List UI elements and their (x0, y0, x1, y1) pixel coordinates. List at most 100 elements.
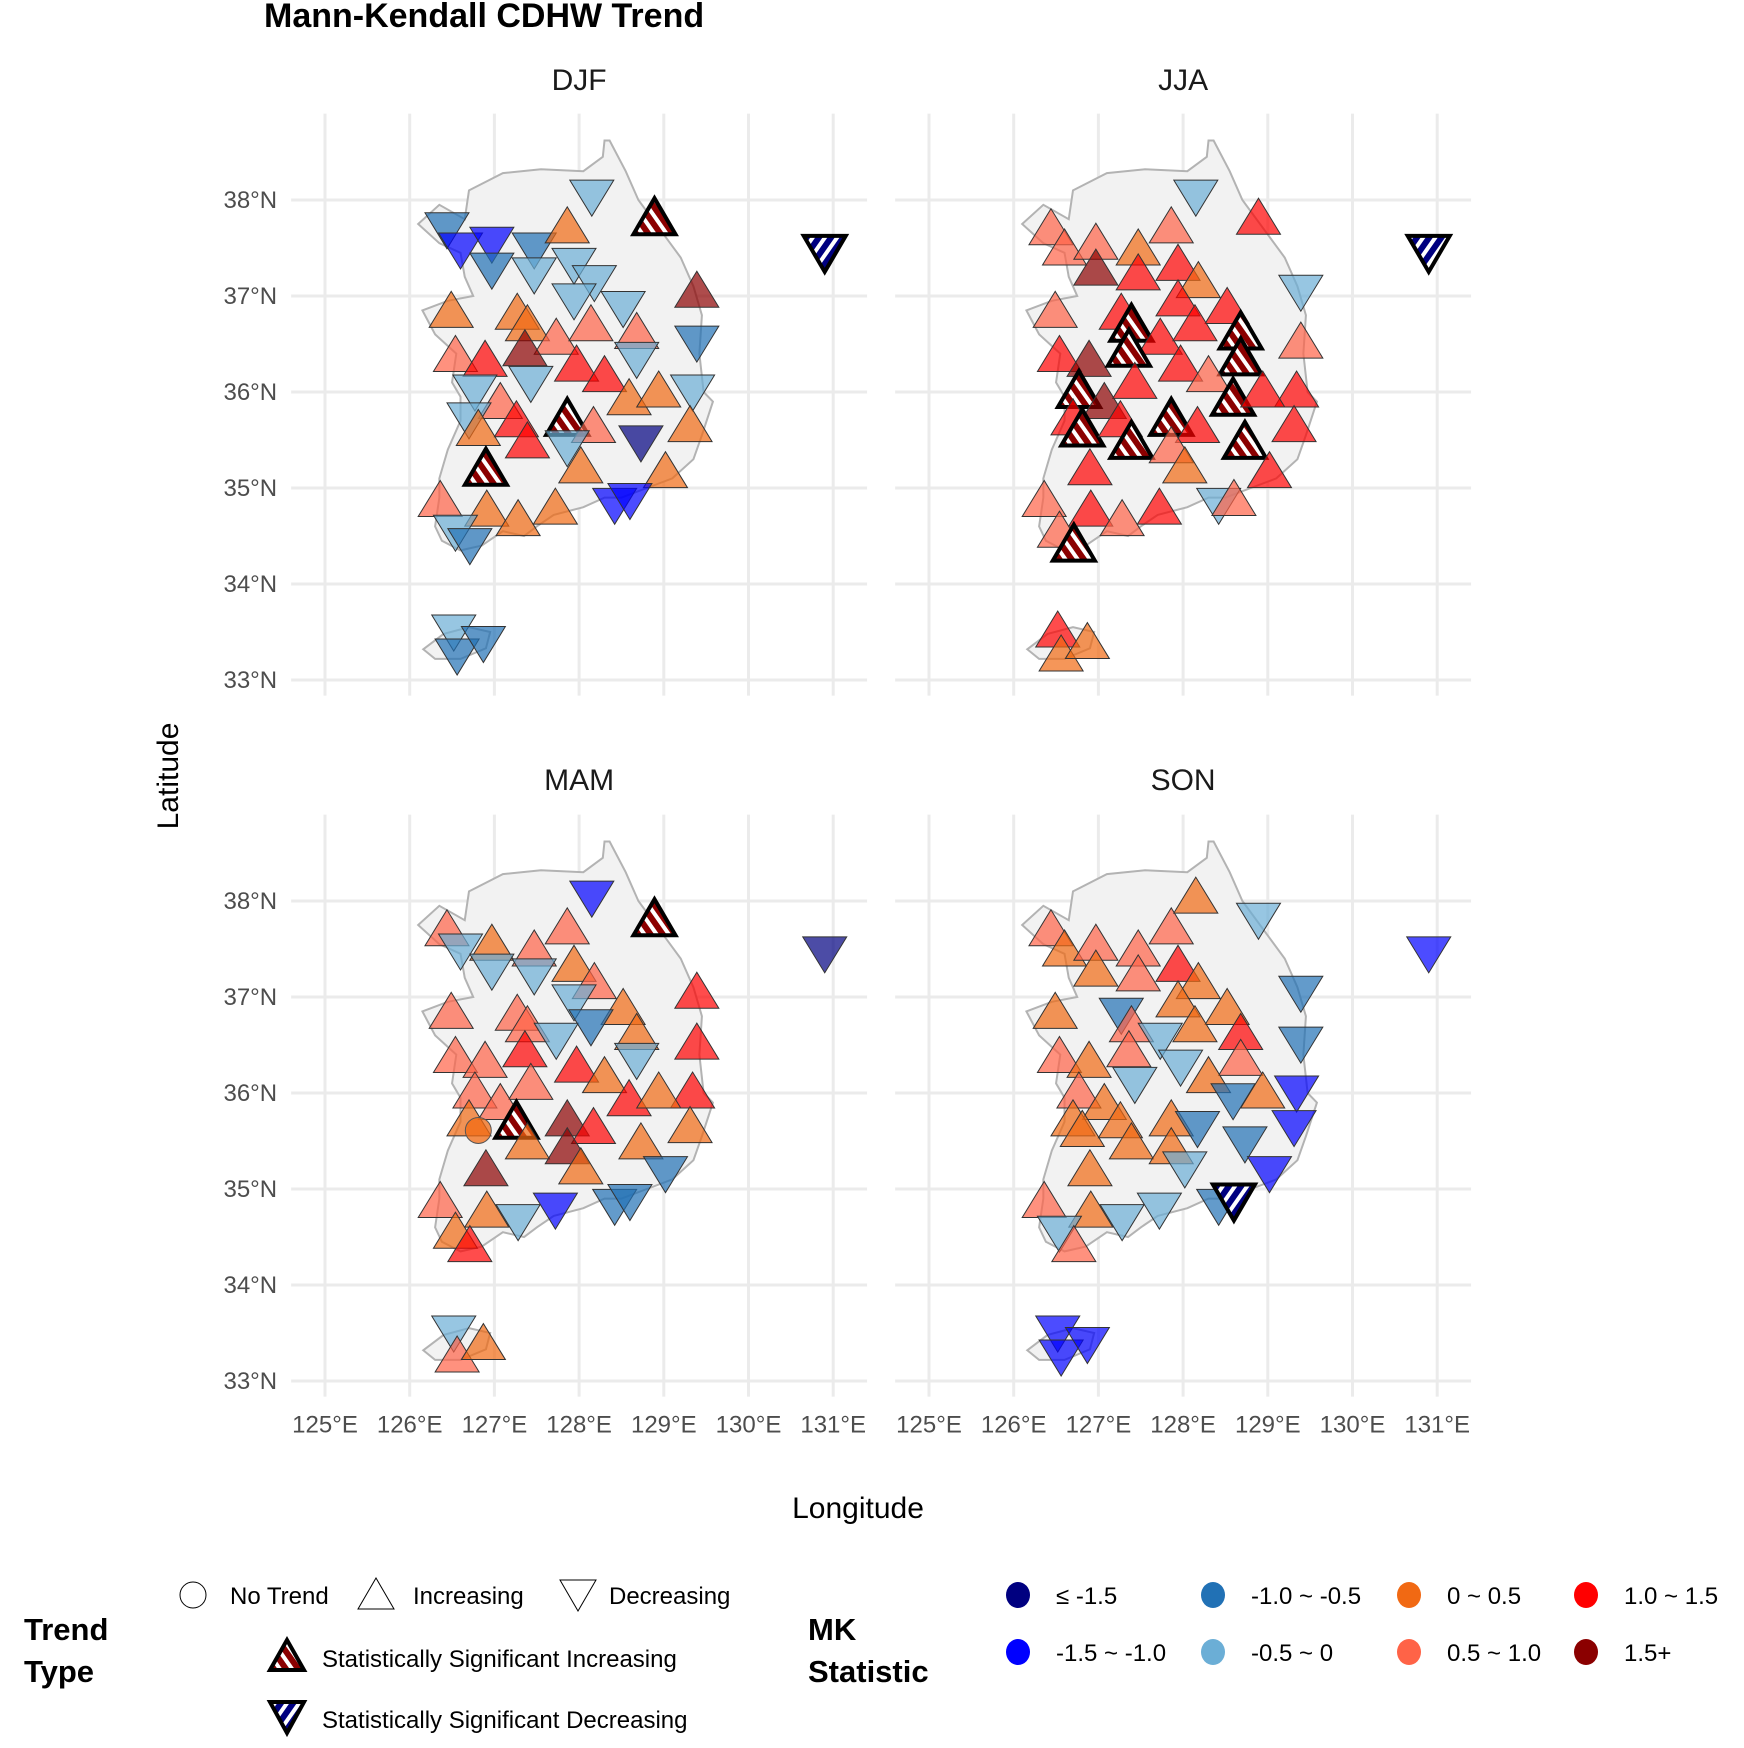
marker-increasing (1148, 906, 1195, 945)
marker-increasing (1136, 487, 1183, 525)
marker-decreasing (446, 528, 493, 566)
marker-increasing (1072, 949, 1119, 987)
x-tick-label: 131°E (1404, 1412, 1470, 1439)
marker-decreasing (1172, 179, 1219, 218)
panel-son: SON 125°E 126°E 127°E 128°E 129°E 130°E 131°E (895, 764, 1472, 1439)
marker-increasing (551, 944, 597, 982)
marker-increasing (1246, 450, 1293, 489)
marker-decreasing (1277, 975, 1324, 1014)
marker-increasing (1050, 1224, 1097, 1263)
marker-decreasing (613, 1042, 660, 1081)
marker-increasing (1111, 361, 1158, 399)
panel-title-jja: JJA (1158, 64, 1208, 97)
x-tick-label: 126°E (377, 1412, 443, 1439)
marker-increasing (1277, 321, 1324, 359)
legend-decreasing-label: Decreasing (609, 1583, 730, 1610)
marker-sig-increasing (1106, 417, 1156, 460)
marker-increasing (1172, 876, 1219, 914)
marker-increasing (1239, 370, 1286, 408)
marker-no-trend (464, 1116, 492, 1144)
marker-decreasing (618, 425, 664, 463)
marker-increasing (581, 1055, 628, 1094)
x-tick-label: 129°E (1235, 1412, 1301, 1439)
marker-increasing (1148, 205, 1195, 244)
x-tick-label: 127°E (1066, 1412, 1132, 1439)
marker-decreasing (1271, 1110, 1317, 1148)
marker-increasing (1056, 1071, 1102, 1109)
chart-title: Mann-Kendall CDHW Trend (264, 0, 704, 35)
marker-increasing (432, 1035, 479, 1074)
panel-mam: MAM 33°N 34°N 35°N 36°N 37°N 38°N 125°E 126°E 127… (223, 764, 868, 1439)
marker-increasing (1185, 354, 1232, 393)
y-tick-label: 35°N (223, 1176, 277, 1203)
marker-sig-increasing (630, 194, 679, 237)
legend-no-trend-label: No Trend (230, 1583, 329, 1610)
marker-increasing (1172, 1004, 1218, 1043)
marker-decreasing (1137, 1022, 1184, 1061)
marker-decreasing (468, 953, 515, 992)
marker-decreasing (452, 374, 498, 412)
marker-increasing (667, 1105, 713, 1144)
y-tick-label: 38°N (223, 888, 277, 915)
marker-decreasing (1235, 902, 1282, 941)
mk-legend-label: -1.5 ~ -1.0 (1056, 1640, 1166, 1667)
x-tick-label: 130°E (1320, 1412, 1386, 1439)
marker-increasing (570, 1106, 617, 1145)
legend-sig-decreasing-label: Statistically Significant Decreasing (322, 1707, 688, 1734)
marker-increasing (452, 1071, 498, 1109)
marker-increasing (635, 370, 682, 408)
mk-legend-swatch (1201, 1639, 1225, 1665)
x-tick-label: 128°E (1150, 1412, 1216, 1439)
y-tick-label: 36°N (223, 379, 277, 406)
marker-increasing (460, 1322, 507, 1361)
marker-increasing (533, 317, 580, 355)
marker-increasing (1064, 621, 1111, 660)
legend-decreasing-icon (559, 1579, 597, 1612)
marker-increasing (1157, 344, 1204, 382)
marker-increasing (1066, 339, 1112, 377)
marker-increasing (428, 991, 475, 1029)
marker-sig-increasing (1220, 417, 1270, 460)
marker-sig-increasing (1216, 334, 1266, 377)
marker-decreasing (430, 614, 477, 652)
marker-increasing (507, 1062, 554, 1100)
marker-increasing (1021, 479, 1068, 517)
marker-decreasing (511, 958, 558, 996)
marker-decreasing (1273, 1075, 1320, 1113)
marker-decreasing (1161, 1151, 1208, 1189)
marker-decreasing (1277, 274, 1324, 313)
marker-decreasing (568, 1009, 614, 1047)
marker-decreasing (607, 483, 653, 521)
mk-legend-title-line2: Statistic (808, 1654, 929, 1689)
mk-legend-swatch (1397, 1582, 1421, 1608)
legend-sig-decreasing-icon (266, 1700, 308, 1738)
marker-increasing (1067, 1148, 1113, 1187)
mk-legend-label: -0.5 ~ 0 (1251, 1640, 1333, 1667)
x-tick-label: 127°E (462, 1412, 528, 1439)
x-axis-label: Longitude (792, 1492, 924, 1525)
marker-increasing (1174, 405, 1221, 444)
marker-sig-increasing (1104, 325, 1154, 368)
marker-decreasing (613, 341, 660, 380)
marker-decreasing (468, 226, 515, 265)
panel-jja: JJA (895, 64, 1472, 696)
x-tick-label: 129°E (631, 1412, 697, 1439)
marker-decreasing (1277, 1026, 1324, 1065)
marker-decreasing (434, 638, 481, 676)
marker-decreasing (1174, 1111, 1221, 1149)
marker-increasing (1036, 334, 1083, 373)
marker-sig-increasing (461, 444, 511, 487)
marker-sig-increasing (1049, 520, 1099, 563)
mk-legend-swatch (1006, 1639, 1030, 1665)
marker-increasing (446, 1224, 493, 1263)
y-tick-label: 33°N (223, 1368, 277, 1395)
marker-increasing (673, 1022, 720, 1060)
marker-decreasing (460, 626, 507, 664)
legend-increasing-icon (357, 1577, 395, 1610)
mk-legend-label: 0 ~ 0.5 (1447, 1583, 1521, 1610)
marker-sig-decreasing (1209, 1182, 1259, 1225)
marker-increasing (1066, 1040, 1112, 1078)
marker-decreasing (642, 1156, 689, 1194)
marker-decreasing (1064, 1327, 1111, 1365)
